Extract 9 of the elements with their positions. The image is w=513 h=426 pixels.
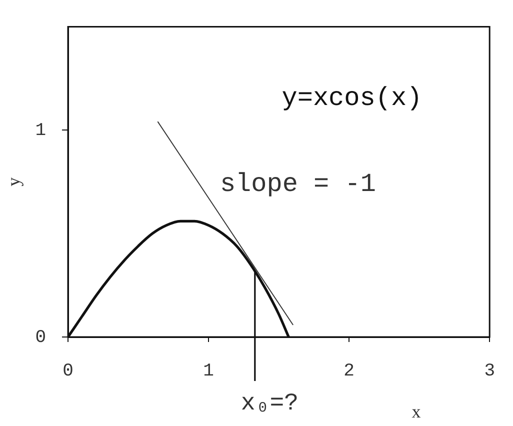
text: y=xcos(x) <box>282 83 422 114</box>
annotation: x₀=? <box>240 390 299 418</box>
x-tick-label: 1 <box>203 362 214 382</box>
y-axis-title: y <box>4 177 24 186</box>
series-label: slope = -1 <box>220 168 376 199</box>
x-tick-label: 0 <box>62 362 74 382</box>
x-tick-label: 3 <box>484 362 496 382</box>
x-tick-label: 2 <box>344 362 354 382</box>
x-axis-title: x <box>412 402 421 422</box>
